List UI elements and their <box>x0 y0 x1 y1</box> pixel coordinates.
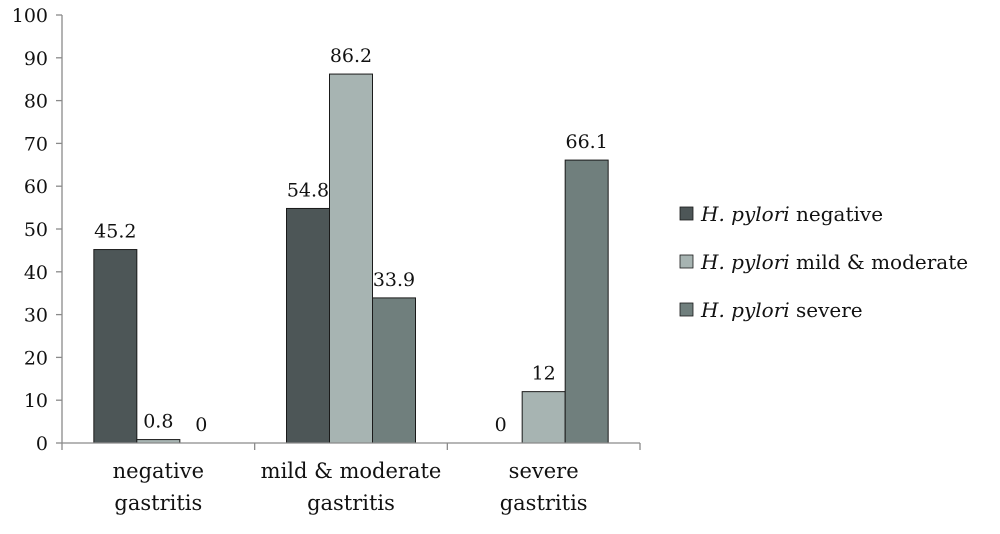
y-tick-label: 100 <box>12 5 48 27</box>
y-tick-label: 0 <box>36 433 48 455</box>
bar <box>521 391 566 444</box>
legend-swatch <box>679 206 694 221</box>
y-tick-label: 40 <box>24 262 48 284</box>
data-label: 33.9 <box>373 269 415 291</box>
category-label: severe <box>509 459 579 483</box>
data-label: 12 <box>532 363 556 385</box>
data-label: 0 <box>195 414 207 436</box>
legend-label-italic: H. pylori <box>700 202 790 226</box>
y-tick-label: 70 <box>24 133 48 155</box>
y-tick-label: 20 <box>24 347 48 369</box>
category-label: mild & moderate <box>261 459 442 483</box>
y-axis: 0 10 20 30 40 50 60 70 80 90 100 <box>12 5 63 455</box>
x-axis: negative gastritis mild & moderate gastriti… <box>61 442 641 515</box>
y-tick-label: 50 <box>24 219 48 241</box>
legend-item: H. pylori negative <box>679 202 883 226</box>
category-label: negative <box>113 459 204 483</box>
bar <box>329 73 373 444</box>
y-tick-label: 30 <box>24 305 48 327</box>
legend-label-rest: severe <box>790 298 863 322</box>
data-label: 0 <box>495 414 507 436</box>
y-tick-label: 60 <box>24 176 48 198</box>
legend-label-italic: H. pylori <box>700 250 790 274</box>
data-label: 66.1 <box>566 131 608 153</box>
bar <box>564 159 609 444</box>
legend-item: H. pylori severe <box>679 298 863 322</box>
bar <box>93 249 138 444</box>
legend-swatch <box>679 302 694 317</box>
y-tick-label: 10 <box>24 390 48 412</box>
legend-label-italic: H. pylori <box>700 298 790 322</box>
legend-item: H. pylori mild & moderate <box>679 250 968 274</box>
legend-label: H. pylori mild & moderate <box>700 250 968 274</box>
data-label: 0.8 <box>143 411 173 433</box>
legend-swatch <box>679 254 694 269</box>
category-label: gastritis <box>500 491 588 515</box>
legend-label-rest: mild & moderate <box>790 250 968 274</box>
legend-label: H. pylori negative <box>700 202 883 226</box>
legend-label-rest: negative <box>790 202 883 226</box>
bar <box>372 297 416 444</box>
data-label: 86.2 <box>330 45 372 67</box>
bars <box>93 73 609 444</box>
category-label: gastritis <box>114 491 202 515</box>
bar <box>286 207 330 444</box>
data-labels: 45.2 54.8 0 0.8 86.2 12 0 33.9 66.1 <box>94 45 608 436</box>
y-tick-label: 80 <box>24 91 48 113</box>
category-label: gastritis <box>307 491 395 515</box>
data-label: 54.8 <box>287 179 329 201</box>
data-label: 45.2 <box>94 221 136 243</box>
legend-label: H. pylori severe <box>700 298 863 322</box>
y-tick-label: 90 <box>24 48 48 70</box>
